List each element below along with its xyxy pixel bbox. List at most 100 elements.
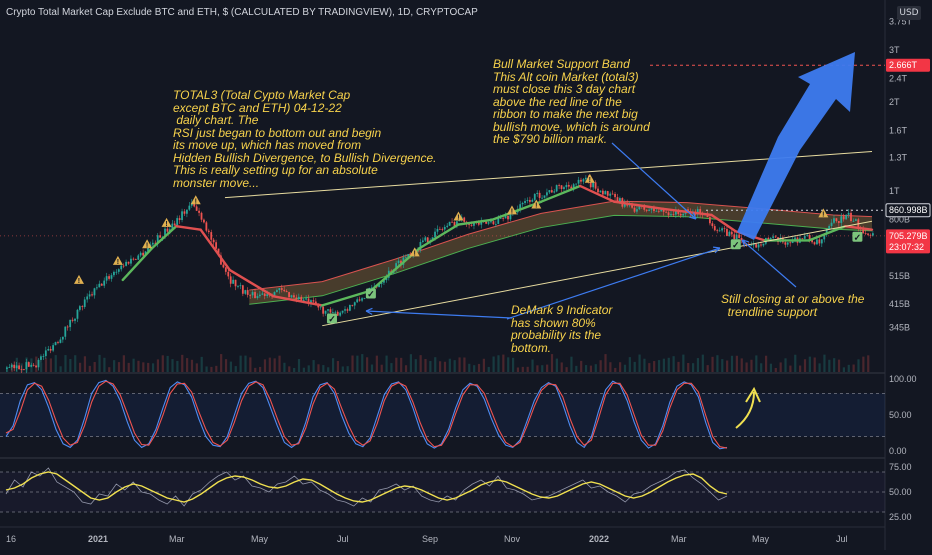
volume-bar	[229, 361, 232, 372]
candle-body	[606, 191, 609, 196]
candle-body	[210, 232, 213, 240]
candle-body	[721, 228, 723, 231]
demark-check-icon	[852, 231, 863, 242]
candle-body	[830, 222, 833, 227]
stoch-axis-label: 50.00	[889, 410, 912, 420]
candle-body	[421, 240, 424, 242]
volume-bar	[190, 359, 194, 372]
volume-bar	[755, 355, 758, 372]
candle-body	[280, 288, 283, 290]
candle-body	[604, 191, 607, 195]
candle-body	[490, 221, 492, 223]
volume-bar	[541, 365, 544, 372]
volume-bar	[764, 355, 768, 372]
volume-bar	[356, 355, 359, 372]
demark-note-arrow-2-head	[712, 246, 721, 254]
candle-body	[555, 185, 558, 192]
demark-note-arrow-2	[506, 247, 721, 320]
candle-body	[546, 192, 548, 196]
candle-body	[813, 242, 816, 245]
candle-body	[833, 218, 835, 223]
volume-bar	[604, 354, 607, 372]
candle-body	[103, 280, 106, 286]
candle-body	[789, 242, 792, 244]
candle-body	[485, 221, 488, 224]
currency-button[interactable]: USD	[897, 6, 921, 20]
candle-body	[239, 285, 242, 287]
ema-segment	[272, 295, 324, 307]
trendline-note-arrow	[741, 239, 797, 288]
volume-bar	[716, 355, 719, 372]
volume-bar	[638, 354, 641, 372]
candle-body	[91, 294, 93, 296]
candle-body	[653, 207, 655, 212]
price-axis-label: 1T	[889, 186, 900, 196]
demark-note-arrow	[365, 310, 513, 319]
band-note-arrow	[611, 142, 697, 220]
trendline-annotation: Still closing at or above the trendline …	[721, 292, 865, 319]
candle-body	[98, 283, 101, 288]
candle-body	[27, 362, 30, 367]
price-axis-label: 345B	[889, 323, 910, 333]
demark-warning-mark: !	[414, 250, 416, 257]
volume-bar	[361, 354, 364, 372]
candle-body	[533, 193, 536, 200]
rsi-axis-label: 50.00	[889, 487, 912, 497]
volume-bar	[424, 358, 427, 372]
candle-body	[845, 214, 848, 220]
candle-body	[404, 257, 407, 259]
volume-bar	[862, 356, 865, 372]
demark-warning-icon	[531, 199, 542, 209]
volume-bar	[609, 362, 612, 372]
time-axis-label: 2021	[88, 534, 108, 544]
volume-bar	[210, 366, 213, 372]
volume-bar	[113, 360, 116, 372]
candle-body	[351, 304, 354, 306]
volume-bar	[687, 362, 690, 372]
candle-body	[650, 207, 653, 210]
candle-body	[76, 309, 79, 319]
volume-bar	[78, 362, 82, 372]
candle-body	[132, 258, 135, 260]
candle-body	[784, 242, 787, 245]
band-note-arrow-head	[689, 212, 697, 220]
candle-body	[329, 309, 332, 313]
demark-warning-mark: !	[195, 198, 197, 205]
candle-body	[867, 233, 869, 235]
volume-bar	[195, 363, 198, 372]
volume-bar	[181, 354, 184, 372]
band-lower-line	[249, 214, 873, 305]
volume-bar	[735, 355, 738, 372]
volume-bar	[667, 357, 670, 372]
demark-warning-icon	[506, 205, 517, 215]
candle-body	[580, 179, 582, 182]
candle-body	[47, 349, 50, 351]
candle-body	[263, 293, 266, 296]
candle-body	[794, 237, 796, 240]
volume-bar	[682, 354, 685, 372]
volume-bar	[536, 365, 539, 372]
price-axis-label: 3.75T	[889, 16, 913, 26]
candle-body	[61, 336, 64, 340]
candle-body	[473, 221, 475, 226]
candle-body	[713, 226, 716, 231]
candle-body	[609, 193, 612, 196]
ema-segment	[228, 268, 275, 298]
candle-body	[565, 184, 568, 188]
volume-bar	[254, 367, 257, 372]
demark-warning-icon	[409, 247, 420, 257]
volume-bar	[584, 365, 588, 372]
candle-body	[256, 296, 259, 298]
volume-bar	[200, 356, 203, 372]
price-axis-label: 1.3T	[889, 152, 908, 162]
candle-body	[117, 269, 120, 272]
candle-body	[670, 214, 672, 216]
candle-body	[633, 207, 636, 212]
volume-bar	[288, 366, 291, 372]
candle-body	[244, 290, 247, 294]
volume-bar	[833, 358, 836, 372]
candle-body	[64, 326, 67, 337]
volume-bar	[302, 367, 305, 372]
candle-body	[711, 223, 714, 227]
total3-annotation: TOTAL3 (Total Cypto Market Cap except BT…	[173, 88, 437, 190]
